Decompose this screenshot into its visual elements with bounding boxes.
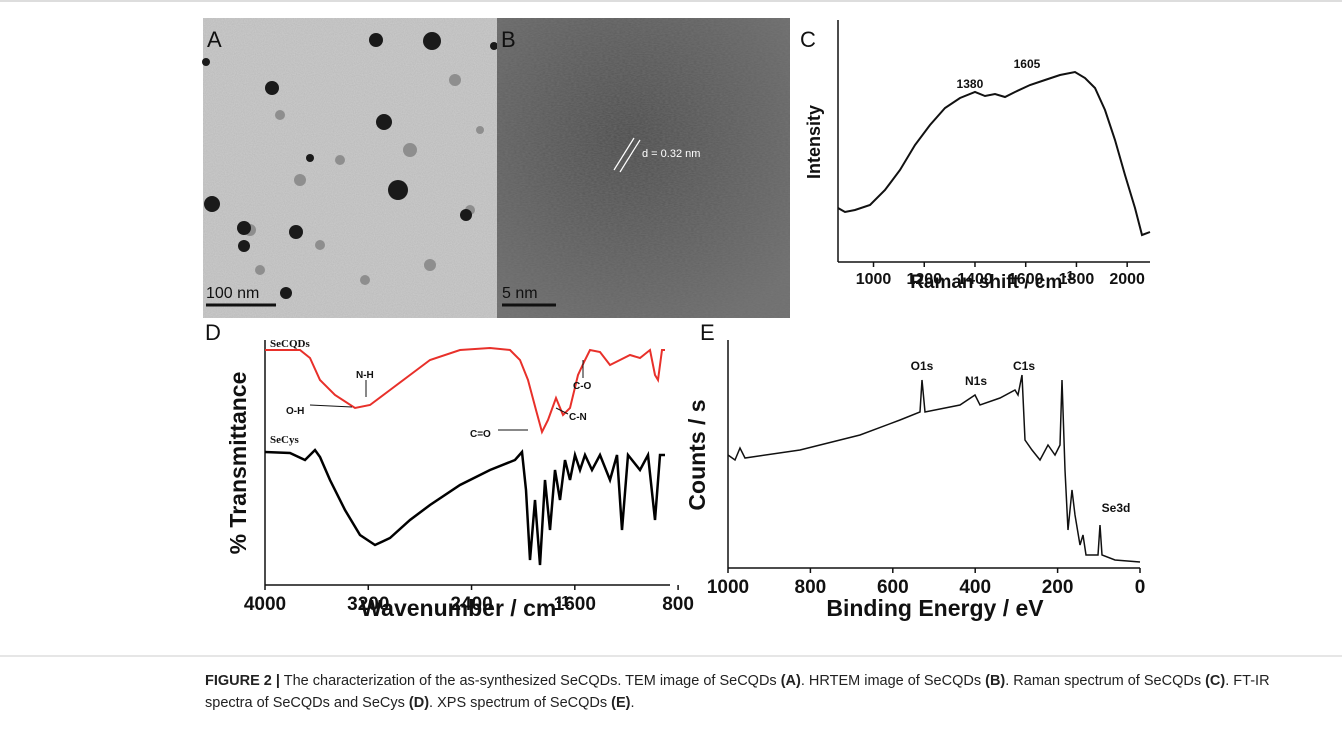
figure-caption: FIGURE 2 | The characterization of the a… [205, 670, 1315, 714]
panel-label: B [501, 27, 516, 52]
y-axis-label: Intensity [804, 105, 824, 179]
x-tick-label: 3200 [347, 594, 389, 615]
y-axis-label: % Transmittance [225, 372, 251, 555]
x-tick-label: 1000 [707, 577, 749, 598]
x-tick-label: 1800 [1059, 271, 1095, 288]
x-axis-label: Binding Energy / eV [826, 595, 1044, 621]
ftir-spectrum [265, 346, 665, 435]
hrtem-image [497, 18, 790, 318]
caption-text: (B) [985, 673, 1006, 689]
scale-bar-label: 5 nm [502, 285, 538, 302]
x-tick-label: 1600 [1008, 271, 1044, 288]
annotation-arrows [309, 360, 584, 431]
x-tick-label: 800 [662, 594, 694, 615]
panel-label: E [700, 320, 715, 345]
x-axis-label: Wavenumber / cm-1 [360, 593, 569, 621]
annotations: O-H N-H C=O C-N C-O [286, 370, 592, 440]
x-tick-label: 2000 [1109, 271, 1145, 288]
x-tick-label: 400 [959, 577, 991, 598]
scale-bar-label: 100 nm [206, 285, 259, 302]
peak-label: C1s [1013, 359, 1035, 373]
peak-annotation: C=O [470, 429, 491, 440]
x-tick-label: 200 [1042, 577, 1074, 598]
x-tick-label: 800 [795, 577, 827, 598]
caption-text: . HRTEM image of SeCQDs [800, 673, 986, 689]
panel-label: A [207, 27, 222, 52]
peak-annotation: C-O [573, 381, 592, 392]
peak-label: Se3d [1102, 501, 1131, 515]
caption-text: (A) [780, 673, 801, 689]
x-axis-label-sup: -1 [1062, 268, 1074, 283]
caption-text: . XPS spectrum of SeCQDs [429, 695, 612, 711]
peak-label: 1380 [957, 77, 984, 91]
xps-spectrum [727, 374, 1141, 563]
x-axis-label-sup: -1 [556, 593, 569, 610]
x-tick-label: 4000 [244, 594, 286, 615]
raman-spectrum [837, 70, 1151, 237]
x-tick-label: 1200 [906, 271, 942, 288]
peak-annotation: O-H [286, 406, 304, 417]
panel-label: D [205, 320, 221, 345]
ftir-spectrum [264, 448, 665, 566]
peak-label: 1605 [1014, 57, 1041, 71]
caption-text: . Raman spectrum of SeCQDs [1005, 673, 1206, 689]
peak-labels: O1s N1s C1s Se3d [911, 359, 1131, 515]
series-label: SeCQDs [270, 338, 310, 350]
panel-label: C [800, 27, 816, 52]
caption-text: (D) [408, 695, 430, 711]
peak-annotation: C-N [569, 412, 587, 423]
x-tick-label: 2400 [450, 594, 492, 615]
lattice-annotation: d = 0.32 nm [642, 148, 700, 160]
x-tick-label: 0 [1135, 577, 1146, 598]
peak-annotation: N-H [356, 370, 374, 381]
caption-text: . FT-IR spectra of SeCQDs and SeCys [205, 673, 1270, 711]
tem-image [202, 18, 498, 318]
peak-label: N1s [965, 374, 987, 388]
x-axis-label-text: Raman shift / cm [910, 272, 1062, 293]
x-axis-label-text: Wavenumber / cm [360, 595, 556, 621]
x-tick-label: 600 [877, 577, 909, 598]
caption-text: (E) [611, 695, 631, 711]
x-tick-label: 1400 [957, 271, 993, 288]
series-label: SeCys [270, 434, 299, 446]
caption-label: FIGURE 2 | [205, 673, 280, 689]
caption-text: . [630, 695, 635, 711]
caption-text: (C) [1205, 673, 1226, 689]
peak-label: O1s [911, 359, 934, 373]
figure-panels: A 100 nm B d = 0.32 nm 5 nm C Intensity … [0, 0, 1342, 657]
x-tick-label: 1600 [554, 594, 596, 615]
y-axis-label: Counts / s [684, 399, 710, 510]
caption-text: The characterization of the as-synthesiz… [279, 673, 781, 689]
x-tick-label: 1000 [856, 271, 892, 288]
x-axis-label: Raman shift / cm-1 [910, 268, 1074, 293]
